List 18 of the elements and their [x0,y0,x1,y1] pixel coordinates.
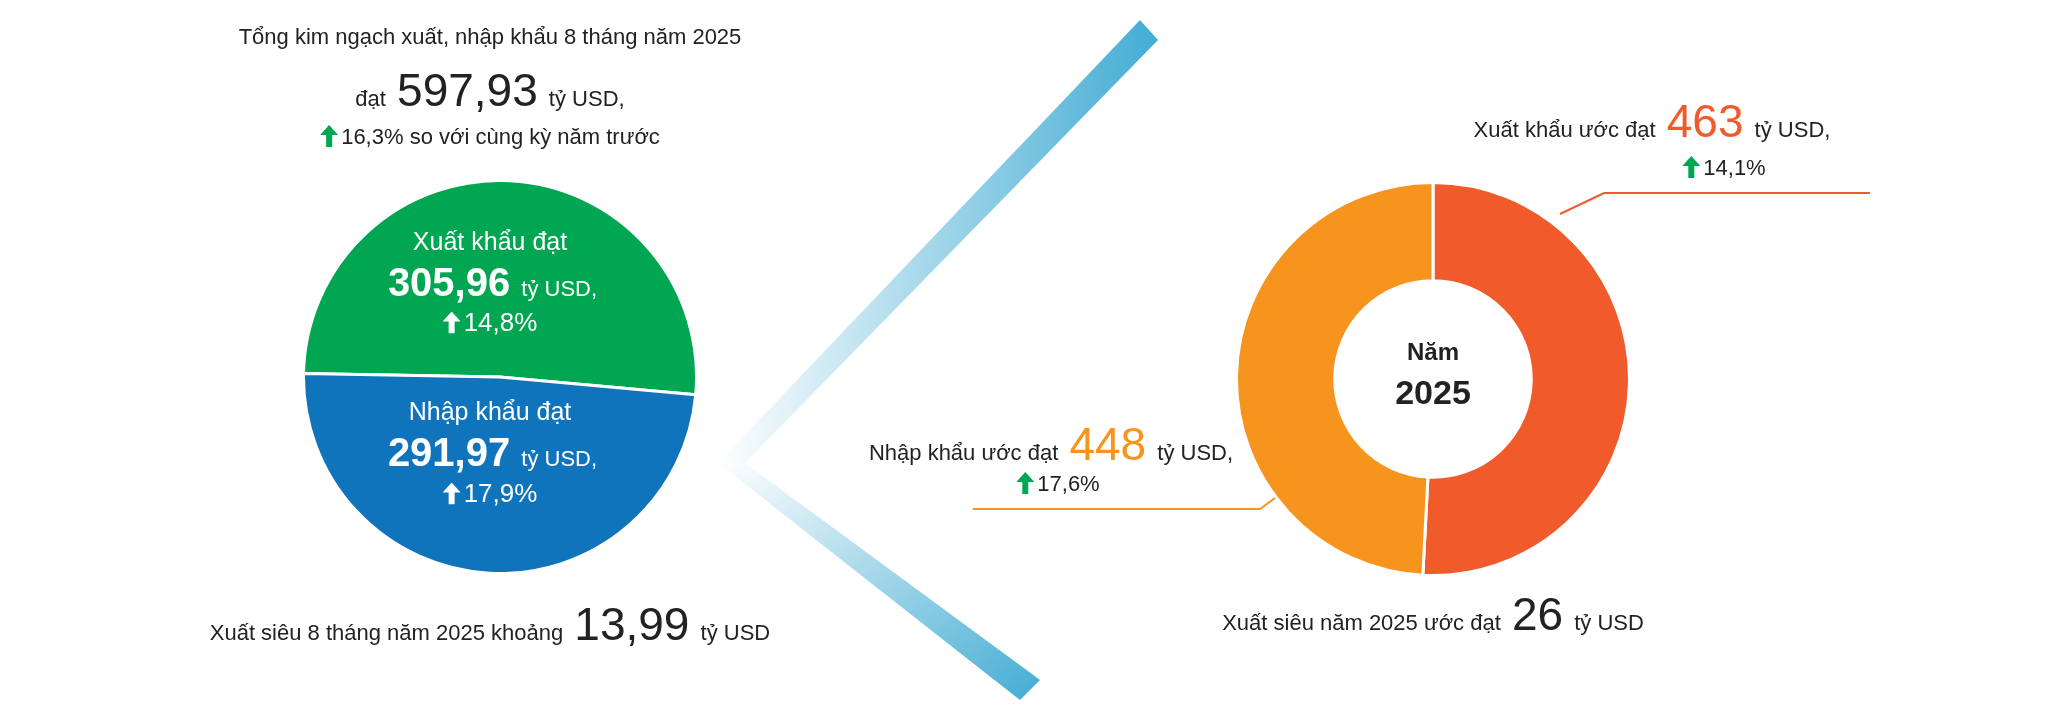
chart-subtitle: đạt 597,93 tỷ USD, [355,63,625,117]
chart-title: Tổng kim ngạch xuất, nhập khẩu 8 tháng năm 2025 [238,24,742,50]
text: 16,3% so với cùng kỳ năm trước [340,124,660,150]
slice-label: Xuất khẩu ước đạt [1473,117,1656,142]
data-label: 305,96 tỷ USD, [386,259,598,305]
slice-label: Xuất khẩu đạt [412,226,568,256]
text: Năm 2025 [1395,337,1471,413]
text: 17,6% [1036,471,1100,497]
text: 14,1% [1702,155,1766,181]
text: 14,8% [462,306,538,338]
data-label: 463 tỷ USD, [1666,95,1831,147]
slice-label: Nhập khẩu đạt [408,396,572,426]
text: Xuất siêu 8 tháng năm 2025 khoảng 13,99 tỷ USD [209,597,771,651]
data-label: 448 tỷ USD, [1069,418,1234,470]
text: Xuất siêu năm 2025 ước đạt 26 tỷ USD [1222,587,1644,641]
data-label: 291,97 tỷ USD, [386,429,598,475]
text: 17,9% [462,477,538,509]
slice-label: Nhập khẩu ước đạt [868,440,1059,465]
